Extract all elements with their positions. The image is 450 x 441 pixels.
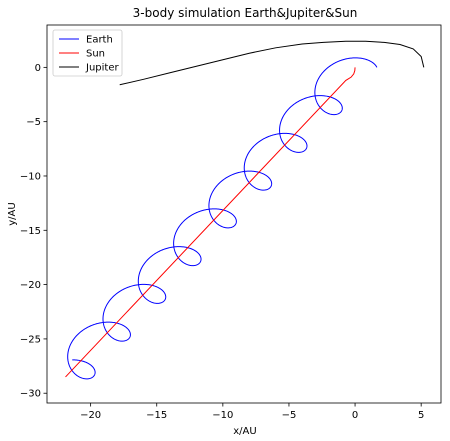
y-axis: 0 −5 −10 −15 −20 −25 −30	[20, 63, 47, 400]
legend-label-sun: Sun	[86, 49, 105, 60]
y-tick-label: −20	[20, 280, 41, 291]
y-axis-label: y/AU	[7, 202, 18, 225]
legend-label-earth: Earth	[86, 35, 113, 46]
series-jupiter-line	[119, 40, 425, 86]
x-tick-label: −20	[80, 410, 101, 421]
x-tick-label: −5	[282, 410, 297, 421]
y-tick-label: −25	[20, 334, 41, 345]
y-tick-label: −30	[20, 389, 41, 400]
x-axis: −20 −15 −10 −5 0 5	[80, 403, 424, 421]
plot-area	[46, 24, 442, 404]
x-axis-label: x/AU	[233, 426, 256, 437]
chart-title: 3-body simulation Earth&Jupiter&Sun	[133, 6, 358, 20]
x-tick-label: −15	[146, 410, 167, 421]
x-tick-label: 5	[418, 410, 424, 421]
y-tick-label: 0	[35, 63, 41, 74]
legend-label-jupiter: Jupiter	[85, 63, 119, 74]
y-tick-label: −15	[20, 226, 41, 237]
series-earth-line	[67, 57, 378, 380]
y-tick-label: −5	[26, 117, 41, 128]
series-layer	[65, 40, 425, 380]
plot-frame	[46, 24, 442, 404]
legend-box	[52, 29, 123, 77]
x-tick-label: 0	[352, 410, 358, 421]
series-sun-line	[65, 67, 356, 378]
y-tick-label: −10	[20, 171, 41, 182]
x-tick-label: −10	[212, 410, 233, 421]
legend: Earth Sun Jupiter	[52, 29, 123, 77]
